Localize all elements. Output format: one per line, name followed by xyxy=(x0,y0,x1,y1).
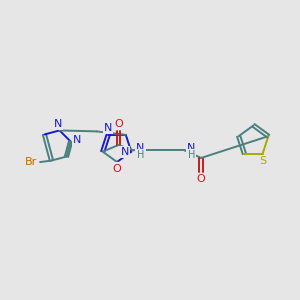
Text: N: N xyxy=(104,123,112,133)
Text: N: N xyxy=(187,143,195,153)
Text: N: N xyxy=(136,143,145,153)
Text: O: O xyxy=(197,174,206,184)
Text: N: N xyxy=(73,135,81,145)
Text: H: H xyxy=(137,150,144,160)
Text: H: H xyxy=(188,150,195,160)
Text: S: S xyxy=(259,156,266,166)
Text: Br: Br xyxy=(25,157,37,167)
Text: N: N xyxy=(121,147,129,157)
Text: O: O xyxy=(114,119,123,129)
Text: N: N xyxy=(54,119,62,129)
Text: O: O xyxy=(112,164,122,174)
